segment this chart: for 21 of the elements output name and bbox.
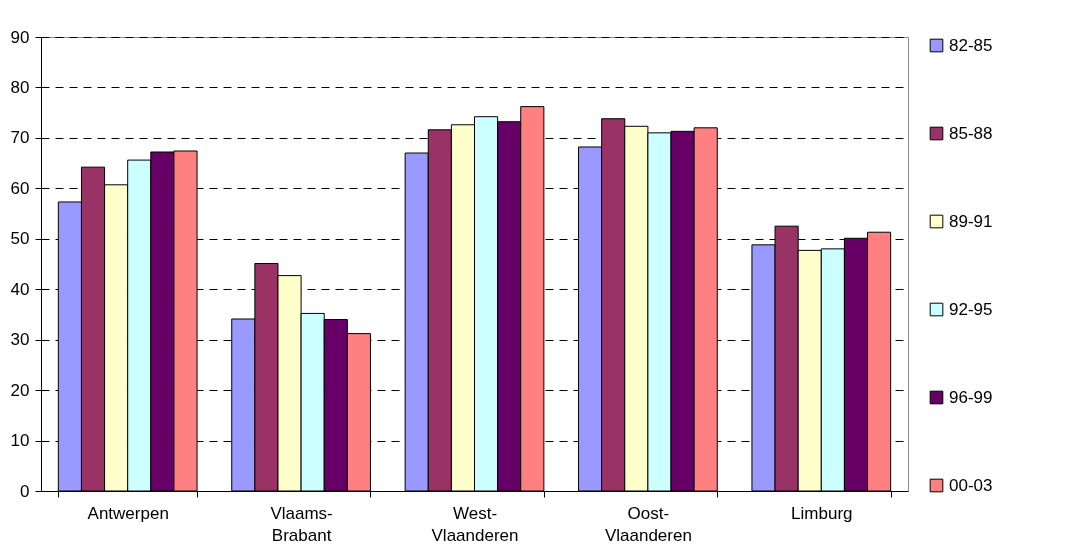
legend-label: 92-95 [949, 299, 993, 319]
legend-label: 00-03 [949, 475, 993, 495]
x-tick-label: Limburg [791, 503, 853, 523]
y-tick-label: 20 [10, 380, 30, 400]
legend-label: 85-88 [949, 123, 993, 143]
y-tick-label: 80 [10, 77, 30, 97]
y-tick-label: 70 [10, 128, 30, 148]
x-tick-label: Antwerpen [87, 503, 169, 523]
y-tick-label: 90 [10, 27, 30, 47]
y-tick-label: 0 [20, 481, 30, 501]
x-tick-label: Oost-Vlaanderen [604, 503, 692, 545]
x-tick-label: Vlaams-Brabant [270, 503, 333, 545]
y-tick-label: 30 [10, 330, 30, 350]
y-tick-label: 60 [10, 178, 30, 198]
y-tick-label: 10 [10, 431, 30, 451]
legend-label: 89-91 [949, 211, 993, 231]
legend-label: 82-85 [949, 35, 993, 55]
x-tick-label: West-Vlaanderen [431, 503, 519, 545]
legend-label: 96-99 [949, 387, 993, 407]
y-tick-label: 50 [10, 229, 30, 249]
y-tick-label: 40 [10, 279, 30, 299]
